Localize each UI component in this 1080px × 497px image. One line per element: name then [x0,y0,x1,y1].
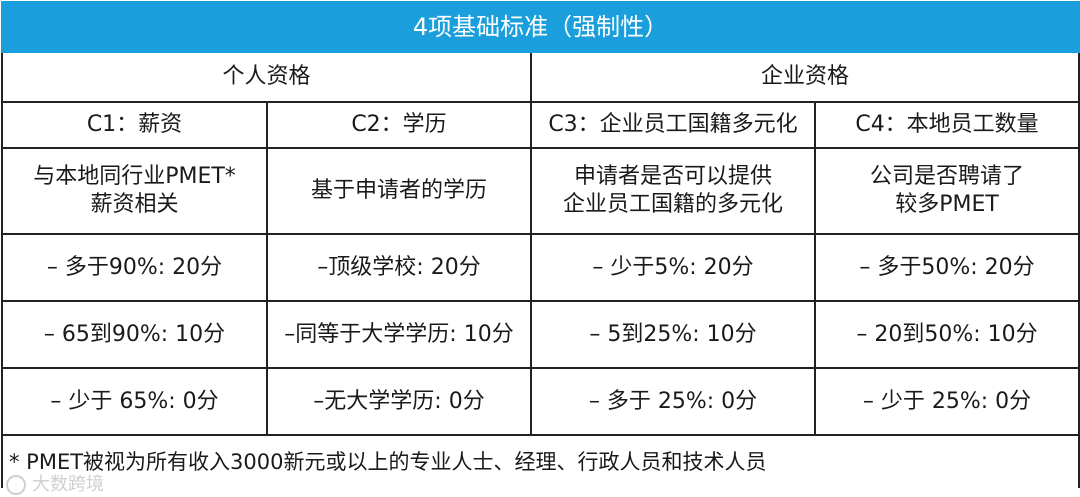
score-cell-c3-high: – 少于5%: 20分 [530,233,816,302]
score-cell-c3-mid: – 5到25%: 10分 [530,300,816,369]
criteria-table: 4项基础标准（强制性） 个人资格 企业资格 C1：薪资 C2：学历 C3：企业员… [0,1,1080,488]
criterion-header-c1: C1：薪资 [1,101,268,149]
watermark-logo-icon [6,475,26,495]
score-cell-c1-mid: – 65到90%: 10分 [1,300,268,369]
score-cell-c2-mid: –同等于大学学历: 10分 [266,300,532,369]
criterion-header-c2: C2：学历 [266,101,532,149]
table-title: 4项基础标准（强制性） [0,1,1080,53]
desc-line: 公司是否聘请了 [870,164,1025,189]
desc-line: 薪资相关 [90,192,179,217]
criterion-header-c3: C3：企业员工国籍多元化 [530,101,816,149]
criterion-header-c4: C4：本地员工数量 [813,101,1080,149]
score-cell-c1-high: – 多于90%: 20分 [1,233,268,302]
score-cell-c4-low: – 少于 25%: 0分 [813,367,1080,436]
desc-line: 基于申请者的学历 [310,178,487,203]
group-company-qualification: 企业资格 [529,51,1080,103]
score-cell-c1-low: – 少于 65%: 0分 [1,367,268,436]
score-cell-c4-mid: – 20到50%: 10分 [813,300,1080,369]
desc-line: 较多PMET [895,192,999,217]
criterion-desc-c4: 公司是否聘请了 较多PMET [813,147,1080,235]
criterion-desc-c3: 申请者是否可以提供 企业员工国籍的多元化 [530,147,816,235]
desc-line: 企业员工国籍的多元化 [562,192,783,217]
watermark-text: 大数跨境 [32,474,104,495]
group-personal-qualification: 个人资格 [1,51,532,103]
desc-line: 申请者是否可以提供 [573,164,772,189]
score-cell-c2-high: –顶级学校: 20分 [266,233,532,302]
criterion-desc-c1: 与本地同行业PMET* 薪资相关 [1,147,268,235]
desc-line: 与本地同行业PMET* [33,164,236,189]
score-cell-c3-low: – 多于 25%: 0分 [530,367,816,436]
score-cell-c2-low: –无大学学历: 0分 [266,367,532,436]
watermark: 大数跨境 [6,470,104,496]
score-cell-c4-high: – 多于50%: 20分 [813,233,1080,302]
criterion-desc-c2: 基于申请者的学历 [266,147,532,235]
footnote: * PMET被视为所有收入3000新元或以上的专业人士、经理、行政人员和技术人员 [0,434,1080,488]
